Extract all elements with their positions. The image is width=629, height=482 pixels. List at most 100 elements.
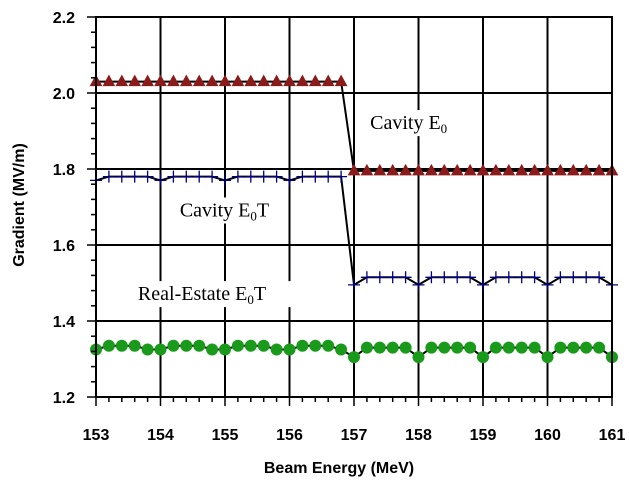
triangle-marker: [579, 163, 593, 176]
x-tick-label: 161: [599, 427, 626, 444]
triangle-marker: [463, 163, 477, 176]
plus-marker: [502, 271, 515, 284]
circle-marker: [502, 341, 515, 354]
triangle-marker: [412, 163, 425, 176]
triangle-marker: [296, 74, 309, 87]
circle-marker: [477, 351, 489, 364]
circle-marker: [373, 341, 386, 354]
triangle-marker: [179, 74, 193, 87]
triangle-marker: [270, 74, 283, 87]
circle-marker: [309, 339, 322, 352]
circle-marker: [102, 339, 115, 352]
plus-marker: [283, 174, 296, 187]
circle-marker: [580, 341, 593, 354]
triangle-marker: [554, 163, 567, 176]
plus-marker: [464, 271, 477, 284]
annotation-label: Cavity E0T: [180, 200, 269, 224]
annotation-backdrop: [131, 281, 292, 308]
circle-marker: [438, 341, 451, 354]
annotation-main: Real-Estate E: [138, 283, 247, 305]
plus-marker: [270, 170, 283, 183]
triangle-marker: [515, 163, 529, 176]
triangle-marker: [283, 74, 296, 87]
plus-marker: [115, 170, 128, 183]
plus-marker: [412, 278, 425, 291]
y-tick-label: 1.2: [53, 390, 75, 407]
plus-marker: [489, 271, 502, 284]
plus-marker: [193, 170, 206, 183]
y-tick-label: 2.0: [53, 86, 75, 103]
circle-marker: [206, 343, 219, 356]
triangle-marker: [399, 163, 412, 176]
plus-marker: [335, 170, 348, 183]
circle-marker: [593, 341, 606, 354]
plus-marker: [167, 170, 180, 183]
x-tick-label: 155: [212, 427, 239, 444]
annotation-backdrop: [364, 110, 465, 137]
triangle-marker: [347, 163, 361, 176]
series-plus: [90, 170, 618, 291]
circle-marker: [451, 341, 464, 354]
x-tick-label: 157: [341, 427, 368, 444]
triangle-marker: [321, 74, 335, 87]
circle-marker: [567, 341, 580, 354]
y-tick-label: 1.4: [53, 314, 75, 331]
y-tick-label: 1.8: [53, 162, 75, 179]
annotation-tail: T: [257, 200, 269, 222]
triangle-marker: [489, 163, 503, 176]
circle-marker: [386, 341, 399, 354]
plus-marker: [180, 170, 193, 183]
circle-marker: [115, 339, 128, 352]
triangle-marker: [450, 163, 464, 176]
circle-marker: [128, 339, 141, 352]
plus-marker: [322, 170, 335, 183]
triangle-marker: [205, 74, 219, 87]
plus-marker: [399, 271, 412, 284]
circle-marker: [244, 339, 257, 352]
x-tick-label: 153: [83, 427, 110, 444]
x-axis-title: Beam Energy (MeV): [264, 460, 414, 477]
triangle-marker: [334, 74, 348, 87]
annotation-tail: T: [254, 283, 266, 305]
triangle-marker: [541, 163, 554, 176]
series-circle: [90, 339, 618, 364]
plus-marker: [128, 170, 141, 183]
plus-marker: [386, 271, 399, 284]
plus-marker: [528, 271, 541, 284]
plus-marker: [580, 271, 593, 284]
x-tick-label: 158: [405, 427, 432, 444]
plus-marker: [244, 170, 257, 183]
circle-marker: [257, 339, 270, 352]
annotation-backdrop: [173, 197, 284, 224]
circle-marker: [425, 341, 438, 354]
plus-marker: [206, 170, 219, 183]
circle-marker: [219, 343, 231, 356]
annotation-main: Cavity E: [370, 112, 441, 134]
x-tick-label: 156: [276, 427, 303, 444]
circle-marker: [141, 343, 154, 356]
circle-marker: [528, 341, 541, 354]
circle-marker: [489, 341, 502, 354]
circle-marker: [541, 351, 554, 364]
triangle-marker: [141, 74, 154, 87]
triangle-marker: [115, 74, 129, 87]
circle-marker: [554, 341, 567, 354]
annotation-label: Cavity E0: [370, 112, 447, 136]
plus-marker: [348, 278, 360, 291]
plus-marker: [515, 271, 528, 284]
annotation-label: Real-Estate E0T: [138, 283, 266, 307]
plus-marker: [373, 271, 386, 284]
annotation-subscript: 0: [441, 121, 448, 136]
circle-marker: [515, 341, 528, 354]
plus-marker: [360, 271, 373, 284]
triangle-marker: [502, 163, 516, 176]
circle-marker: [296, 339, 309, 352]
annotation-main: Cavity E: [180, 200, 251, 222]
x-tick-label: 160: [534, 427, 561, 444]
circle-marker: [167, 339, 180, 352]
triangle-marker: [308, 74, 322, 87]
plus-marker: [451, 271, 464, 284]
